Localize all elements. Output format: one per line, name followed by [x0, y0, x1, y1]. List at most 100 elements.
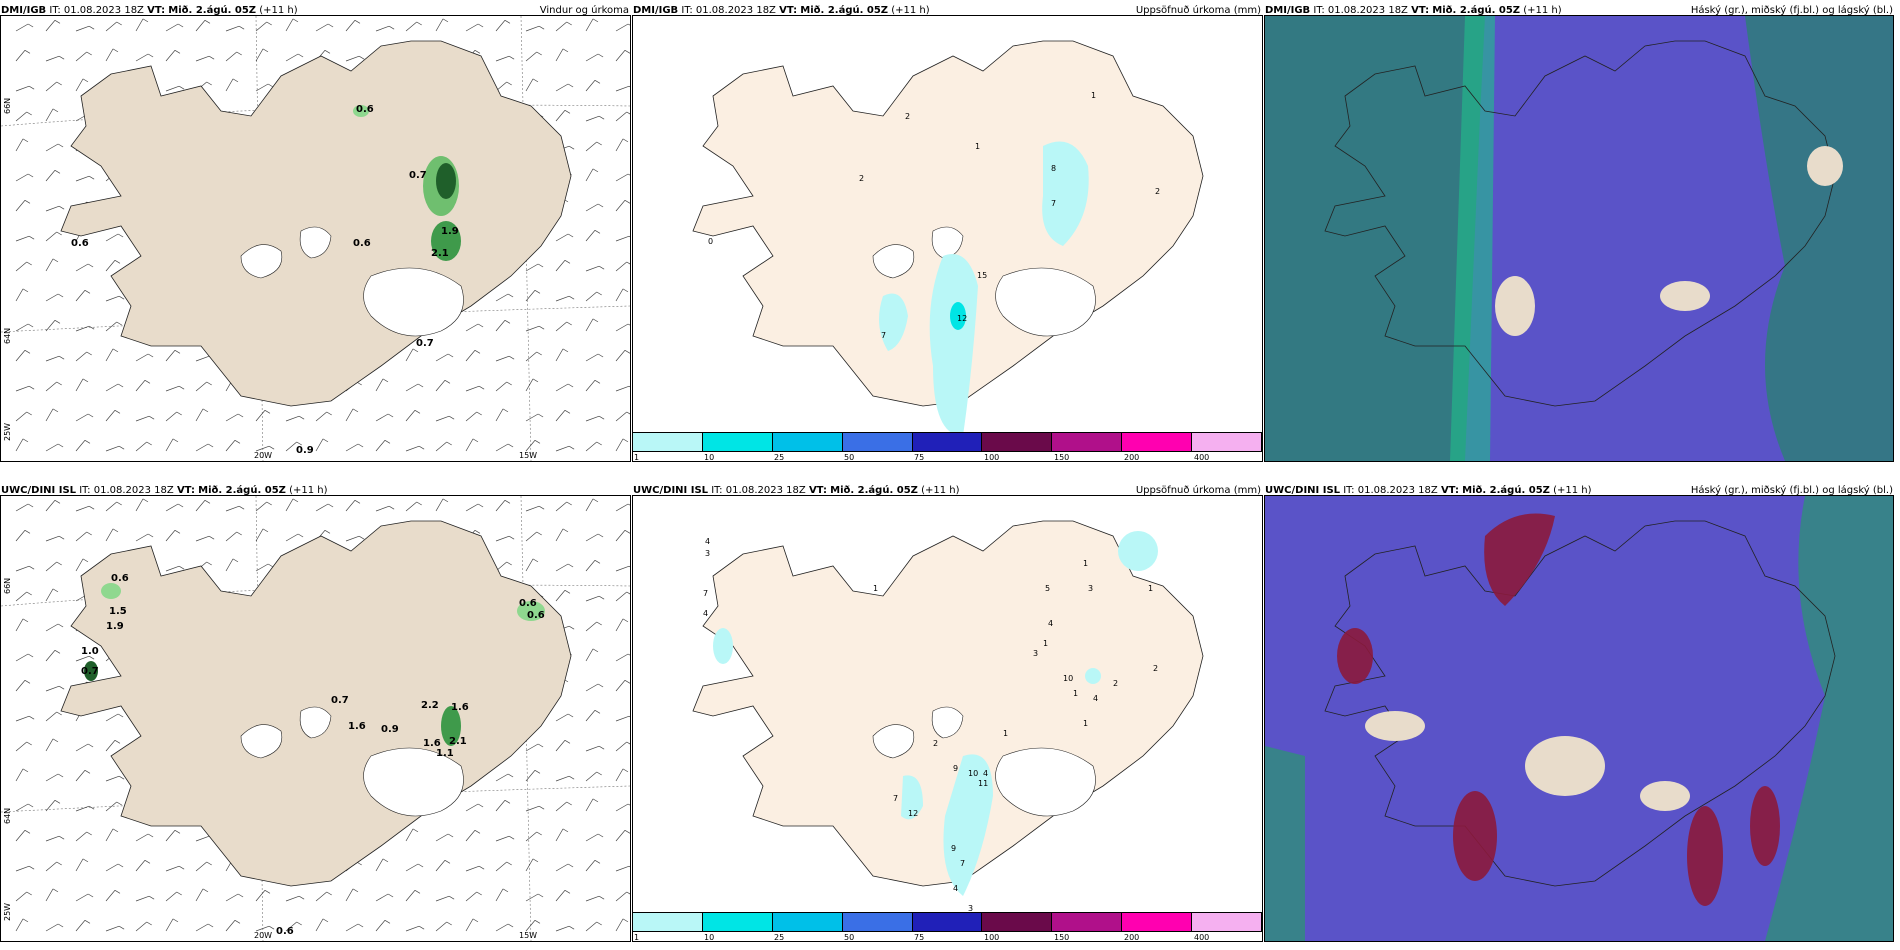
- wind-barb: [525, 378, 534, 392]
- wind-barb: [555, 563, 569, 572]
- wind-barb: [45, 293, 59, 302]
- wind-barb: [45, 923, 59, 932]
- wind-barb: [15, 138, 24, 152]
- wind-barb: [45, 81, 57, 92]
- wind-barb-flag: [142, 498, 149, 503]
- wind-barb: [615, 803, 629, 812]
- colorbar-label: 100: [984, 453, 1000, 462]
- colorbar-swatch: [842, 913, 913, 931]
- wind-barb: [75, 51, 87, 62]
- wind-barb: [75, 25, 90, 32]
- wind-barb: [495, 293, 509, 302]
- wind-barb: [15, 768, 24, 782]
- wind-barb-flag: [298, 415, 305, 420]
- svg-text:0.9: 0.9: [381, 724, 399, 735]
- wind-barb-flag: [416, 21, 422, 26]
- wind-barb: [15, 715, 30, 722]
- wind-barb: [435, 860, 446, 872]
- colorbar-label: 150: [1054, 933, 1070, 942]
- map-frame: 0.6 1.5 1.9 1.0 0.7 0.7 1.6 0.9 2.2 1.6 …: [0, 495, 631, 942]
- precip-value: 9: [951, 844, 956, 853]
- wind-barb-flag: [414, 889, 421, 894]
- precip-value: 4: [1093, 694, 1098, 703]
- panel-clouds-dmi: DMI/IGB IT: 01.08.2023 18Z VT: Mið. 2.ág…: [1264, 0, 1895, 462]
- map-clouds: [1265, 16, 1893, 461]
- wind-barb: [465, 350, 476, 362]
- wind-barb-flag: [594, 79, 601, 84]
- wind-barb-flag: [292, 498, 299, 503]
- wind-barb-flag: [27, 23, 34, 28]
- wind-barb-flag: [84, 289, 91, 294]
- wind-barb: [615, 503, 629, 512]
- wind-barb-flag: [388, 25, 395, 30]
- wind-barb-flag: [598, 415, 605, 420]
- wind-barb: [345, 55, 360, 62]
- wind-barb: [585, 533, 599, 542]
- wind-barb: [15, 891, 27, 902]
- wind-barb: [45, 800, 56, 812]
- wind-barb-flag: [84, 439, 91, 444]
- wind-barb-flag: [58, 55, 65, 60]
- lat-label: 66N: [3, 97, 12, 114]
- wind-barb: [255, 83, 269, 92]
- wind-barb: [555, 383, 569, 392]
- wind-barb: [585, 203, 599, 212]
- wind-barb-flag: [26, 891, 32, 896]
- wind-barb-flag: [206, 81, 212, 86]
- precip-value: 3: [1088, 584, 1093, 593]
- wind-barb-flag: [87, 413, 94, 418]
- wind-barb: [45, 143, 59, 152]
- wind-barb: [405, 890, 416, 902]
- precip-value: 5: [1045, 584, 1050, 593]
- wind-barb: [585, 18, 594, 32]
- wind-barb-flag: [446, 921, 452, 926]
- wind-barb-flag: [82, 858, 89, 863]
- svg-text:2.2: 2.2: [421, 700, 439, 711]
- wind-barb: [15, 261, 27, 272]
- wind-barb-flag: [84, 919, 91, 924]
- wind-barb-flag: [418, 925, 425, 930]
- wind-barb-flag: [507, 773, 514, 778]
- wind-barb: [45, 561, 57, 572]
- wind-barb: [555, 501, 567, 512]
- wind-barb: [15, 85, 30, 92]
- wind-barb: [165, 23, 179, 32]
- wind-barb: [525, 858, 534, 872]
- wind-barb-flag: [174, 49, 181, 54]
- wind-barb-flag: [477, 503, 484, 508]
- wind-barb-flag: [507, 923, 514, 928]
- wind-barb: [585, 353, 599, 362]
- wind-barb-flag: [537, 263, 544, 268]
- wind-barb-flag: [568, 625, 575, 630]
- wind-barb: [225, 920, 236, 932]
- map-wind-precip: 0.6 1.5 1.9 1.0 0.7 0.7 1.6 0.9 2.2 1.6 …: [1, 496, 630, 941]
- wind-barb: [75, 831, 87, 842]
- wind-barb: [105, 260, 116, 272]
- wind-barb-flag: [532, 378, 539, 383]
- wind-barb: [195, 443, 209, 452]
- wind-barb: [195, 923, 209, 932]
- wind-barb: [465, 830, 476, 842]
- svg-text:7: 7: [881, 331, 886, 340]
- wind-barb-flag: [506, 561, 512, 566]
- wind-barb: [555, 925, 570, 932]
- map-frame: [1264, 15, 1894, 462]
- wind-barb: [15, 50, 26, 62]
- wind-barb-flag: [568, 445, 575, 450]
- wind-barb: [75, 655, 90, 662]
- wind-barb: [585, 833, 599, 842]
- wind-barb: [195, 381, 207, 392]
- wind-barb: [435, 498, 444, 512]
- wind-barb: [135, 498, 144, 512]
- precip-value: 3: [1033, 649, 1038, 658]
- wind-barb: [45, 835, 60, 842]
- wind-barb-flag: [87, 263, 94, 268]
- wind-barb: [225, 440, 236, 452]
- svg-text:0.7: 0.7: [81, 666, 99, 677]
- colorbar-swatch: [702, 913, 773, 931]
- wind-barb: [225, 893, 239, 902]
- wind-barb-flag: [564, 889, 571, 894]
- wind-barb: [585, 595, 600, 602]
- wind-barb-flag: [598, 895, 605, 900]
